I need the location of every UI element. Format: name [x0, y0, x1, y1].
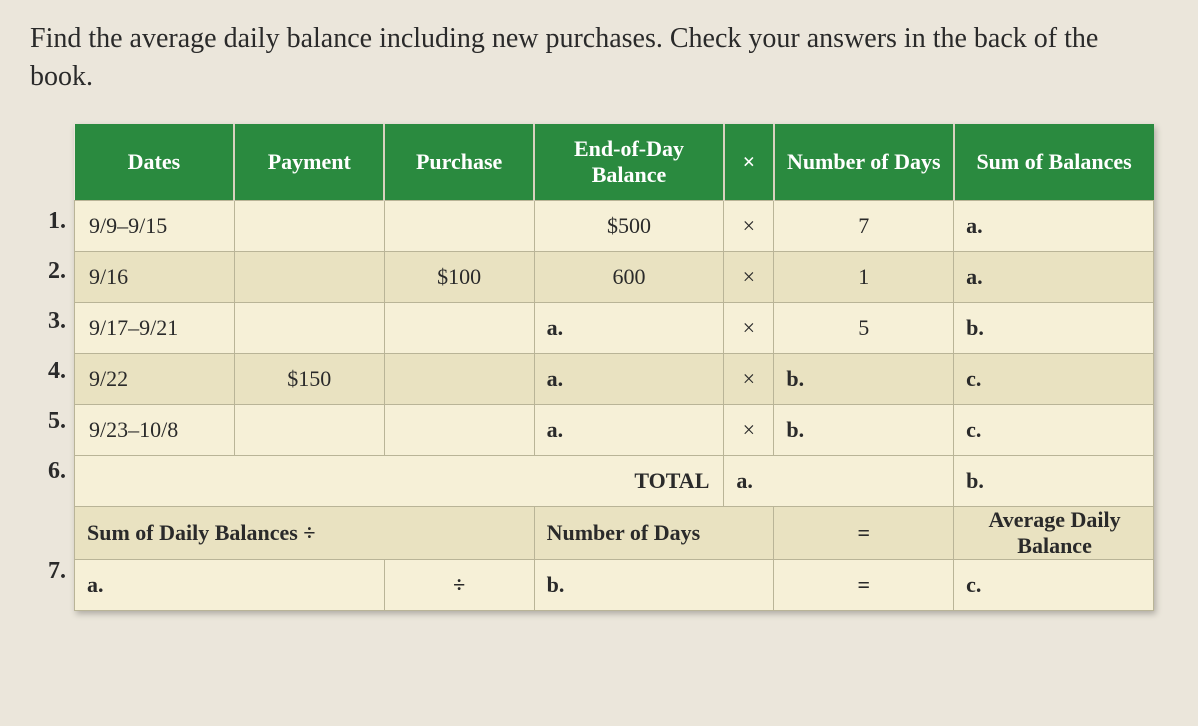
total-label: TOTAL: [75, 455, 724, 506]
header-row: Dates Payment Purchase End-of-Day Balanc…: [75, 124, 1154, 201]
cell-purchase: [384, 302, 534, 353]
cell-payment: $150: [234, 353, 384, 404]
col-dates: Dates: [75, 124, 235, 201]
col-purchase: Purchase: [384, 124, 534, 201]
cell-dates: 9/22: [75, 353, 235, 404]
answer-c: c.: [954, 559, 1154, 610]
balance-table: Dates Payment Purchase End-of-Day Balanc…: [74, 124, 1154, 611]
col-times: ×: [724, 124, 774, 201]
table-row: 9/16 $100 600 × 1 a.: [75, 251, 1154, 302]
formula-mid: Number of Days: [534, 506, 774, 559]
cell-payment: [234, 404, 384, 455]
cell-dates: 9/17–9/21: [75, 302, 235, 353]
row-number: 6.: [30, 446, 74, 496]
cell-purchase: [384, 404, 534, 455]
row-number: 4.: [30, 346, 74, 396]
cell-sum: b.: [954, 302, 1154, 353]
cell-days: b.: [774, 404, 954, 455]
col-numdays: Number of Days: [774, 124, 954, 201]
cell-dates: 9/16: [75, 251, 235, 302]
row-number: 3.: [30, 296, 74, 346]
cell-purchase: [384, 200, 534, 251]
equals-sign: =: [774, 559, 954, 610]
row-number: 1.: [30, 196, 74, 246]
cell-sum: c.: [954, 353, 1154, 404]
cell-times: ×: [724, 200, 774, 251]
divide-sign: ÷: [384, 559, 534, 610]
instruction-text: Find the average daily balance including…: [30, 20, 1168, 96]
cell-times: ×: [724, 251, 774, 302]
total-sum: b.: [954, 455, 1154, 506]
row-number: 2.: [30, 246, 74, 296]
formula-eq: =: [774, 506, 954, 559]
cell-sum: a.: [954, 200, 1154, 251]
col-payment: Payment: [234, 124, 384, 201]
cell-sum: c.: [954, 404, 1154, 455]
table-row: 9/22 $150 a. × b. c.: [75, 353, 1154, 404]
cell-sum: a.: [954, 251, 1154, 302]
answer-b: b.: [534, 559, 774, 610]
cell-eod: a.: [534, 404, 724, 455]
table-row: 9/9–9/15 $500 × 7 a.: [75, 200, 1154, 251]
cell-days: 7: [774, 200, 954, 251]
cell-days: b.: [774, 353, 954, 404]
cell-eod: 600: [534, 251, 724, 302]
cell-times: ×: [724, 404, 774, 455]
total-days: a.: [724, 455, 954, 506]
total-row: TOTAL a. b.: [75, 455, 1154, 506]
col-sum: Sum of Balances: [954, 124, 1154, 201]
cell-days: 1: [774, 251, 954, 302]
cell-days: 5: [774, 302, 954, 353]
answer-a: a.: [75, 559, 385, 610]
row-number-column: 1. 2. 3. 4. 5. 6. 7.: [30, 124, 74, 611]
col-eod: End-of-Day Balance: [534, 124, 724, 201]
row-number: 5.: [30, 396, 74, 446]
cell-eod: $500: [534, 200, 724, 251]
row-number: 7.: [30, 546, 74, 596]
cell-eod: a.: [534, 353, 724, 404]
table-row: 9/23–10/8 a. × b. c.: [75, 404, 1154, 455]
cell-dates: 9/9–9/15: [75, 200, 235, 251]
formula-right: Average Daily Balance: [954, 506, 1154, 559]
cell-purchase: $100: [384, 251, 534, 302]
cell-times: ×: [724, 302, 774, 353]
cell-payment: [234, 251, 384, 302]
table-row: 9/17–9/21 a. × 5 b.: [75, 302, 1154, 353]
formula-row: Sum of Daily Balances ÷ Number of Days =…: [75, 506, 1154, 559]
cell-eod: a.: [534, 302, 724, 353]
cell-payment: [234, 302, 384, 353]
table-wrapper: 1. 2. 3. 4. 5. 6. 7. Dates Payment Purch…: [30, 124, 1168, 611]
cell-times: ×: [724, 353, 774, 404]
cell-dates: 9/23–10/8: [75, 404, 235, 455]
answer-row: a. ÷ b. = c.: [75, 559, 1154, 610]
cell-payment: [234, 200, 384, 251]
formula-left: Sum of Daily Balances ÷: [75, 506, 535, 559]
cell-purchase: [384, 353, 534, 404]
